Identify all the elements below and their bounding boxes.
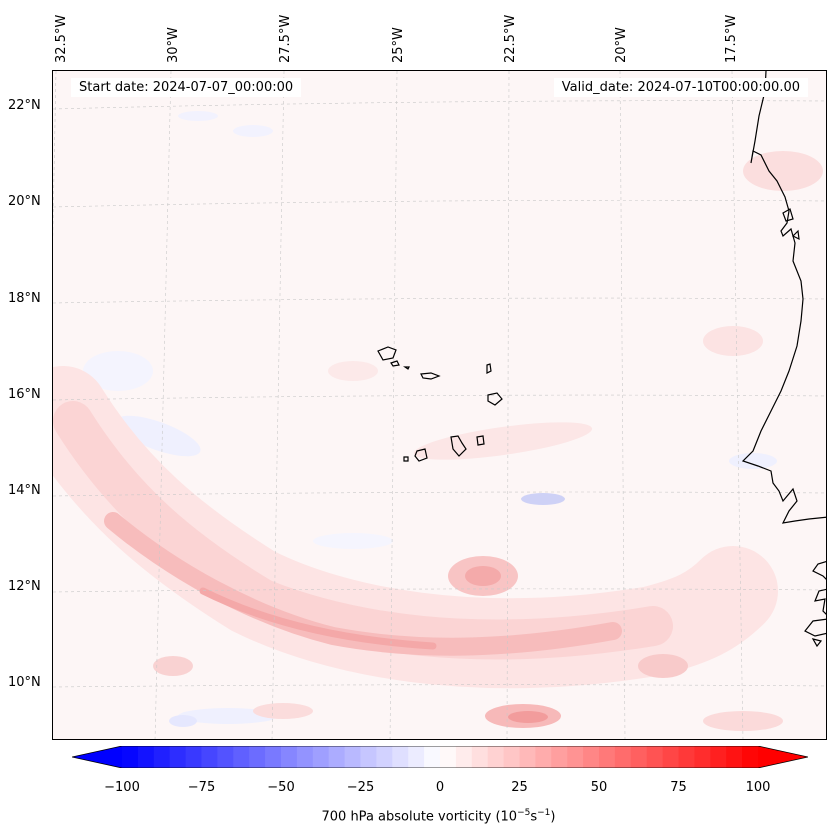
colorbar-cell [217,746,234,768]
positive-vorticity-band [53,366,778,689]
colorbar-cell [455,746,473,768]
african-coastline-south [804,560,826,648]
colorbar-cell [169,746,187,768]
colorbar-cell [137,746,155,768]
latitude-label: 14°N [8,483,41,498]
colorbar-cell [630,746,648,768]
latitude-label: 22°N [8,98,41,113]
vorticity-map [53,71,826,739]
colorbar-tick-label: 50 [590,780,608,795]
colorbar-cell [360,746,377,768]
african-coastline [741,71,826,524]
latitude-label: 20°N [8,194,41,209]
latitude-label: 18°N [8,291,41,306]
colorbar-tick-label: −100 [104,780,140,795]
colorbar-cell [599,746,616,768]
colorbar-cell [694,746,711,768]
colorbar-cell [392,746,409,768]
positive-vorticity-patches [153,151,823,731]
colorbar-tick-label: 75 [670,780,687,795]
colorbar-cell [312,746,330,768]
colorbar-cell [678,746,695,768]
colorbar-cell [503,746,520,768]
longitude-label: 25°W [391,27,406,63]
colorbar-cell [265,746,282,768]
colorbar-cell [328,746,346,768]
colorbar-cell [376,746,393,768]
longitude-label: 32.5°W [54,14,69,63]
colorbar-cell [662,746,679,768]
colorbar [72,746,808,768]
colorbar-cell [122,746,139,768]
longitude-label: 30°W [166,27,181,63]
colorbar-cell [201,746,218,768]
colorbar-cell [551,746,568,768]
latitude-label: 12°N [8,579,41,594]
longitude-label: 27.5°W [278,14,293,63]
colorbar-cell [440,746,457,768]
blue-patch-14n [521,493,565,505]
colorbar-cell [344,746,361,768]
colorbar-cell [281,746,298,768]
colorbar-cell [487,746,505,768]
colorbar-tick-label: 25 [511,780,528,795]
latitude-label: 10°N [8,675,41,690]
colorbar-cell [583,746,600,768]
colorbar-cell [726,746,743,768]
map-panel: Start date: 2024-07-07_00:00:00 Valid_da… [52,70,827,740]
longitude-label: 17.5°W [724,14,739,63]
colorbar-tick-label: −25 [346,780,375,795]
colorbar-tick-label: −75 [187,780,216,795]
colorbar-min-extension [72,746,122,768]
colorbar-cell [424,746,441,768]
colorbar-cell [742,746,759,768]
valid-date-label: Valid_date: 2024-07-10T00:00:00.00 [553,78,808,97]
colorbar-cell [249,746,266,768]
start-date-label: Start date: 2024-07-07_00:00:00 [71,78,302,97]
colorbar-cell [646,746,664,768]
colorbar-cell [519,746,536,768]
negative-vorticity-patches [83,111,777,727]
colorbar-cell [567,746,584,768]
longitude-label: 20°W [614,27,629,63]
colorbar-tick-label: 100 [745,780,771,795]
colorbar-cell [408,746,425,768]
colorbar-cell [185,746,202,768]
colorbar-cell [296,746,314,768]
colorbar-cell [535,746,552,768]
longitude-label: 22.5°W [503,14,518,63]
colorbar-cell [233,746,250,768]
colorbar-max-extension [758,746,808,768]
colorbar-cell [471,746,489,768]
colorbar-tick-label: −50 [267,780,295,795]
colorbar-tick-label: 0 [435,780,445,795]
latitude-label: 16°N [8,387,41,402]
colorbar-label: 700 hPa absolute vorticity (10−5s−1) [321,808,556,825]
cape-verde-islands [377,346,503,462]
colorbar-cell [710,746,727,768]
colorbar-cell [153,746,171,768]
colorbar-cell [614,746,632,768]
graticule [53,71,826,739]
